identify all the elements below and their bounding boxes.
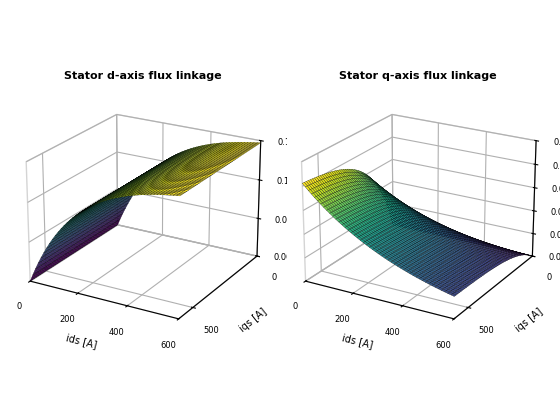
X-axis label: ids [A]: ids [A] bbox=[341, 332, 374, 350]
Title: Stator d-axis flux linkage: Stator d-axis flux linkage bbox=[63, 71, 221, 81]
Y-axis label: iqs [A]: iqs [A] bbox=[238, 307, 269, 334]
Y-axis label: iqs [A]: iqs [A] bbox=[514, 307, 544, 334]
X-axis label: ids [A]: ids [A] bbox=[66, 332, 99, 350]
Title: Stator q-axis flux linkage: Stator q-axis flux linkage bbox=[339, 71, 497, 81]
